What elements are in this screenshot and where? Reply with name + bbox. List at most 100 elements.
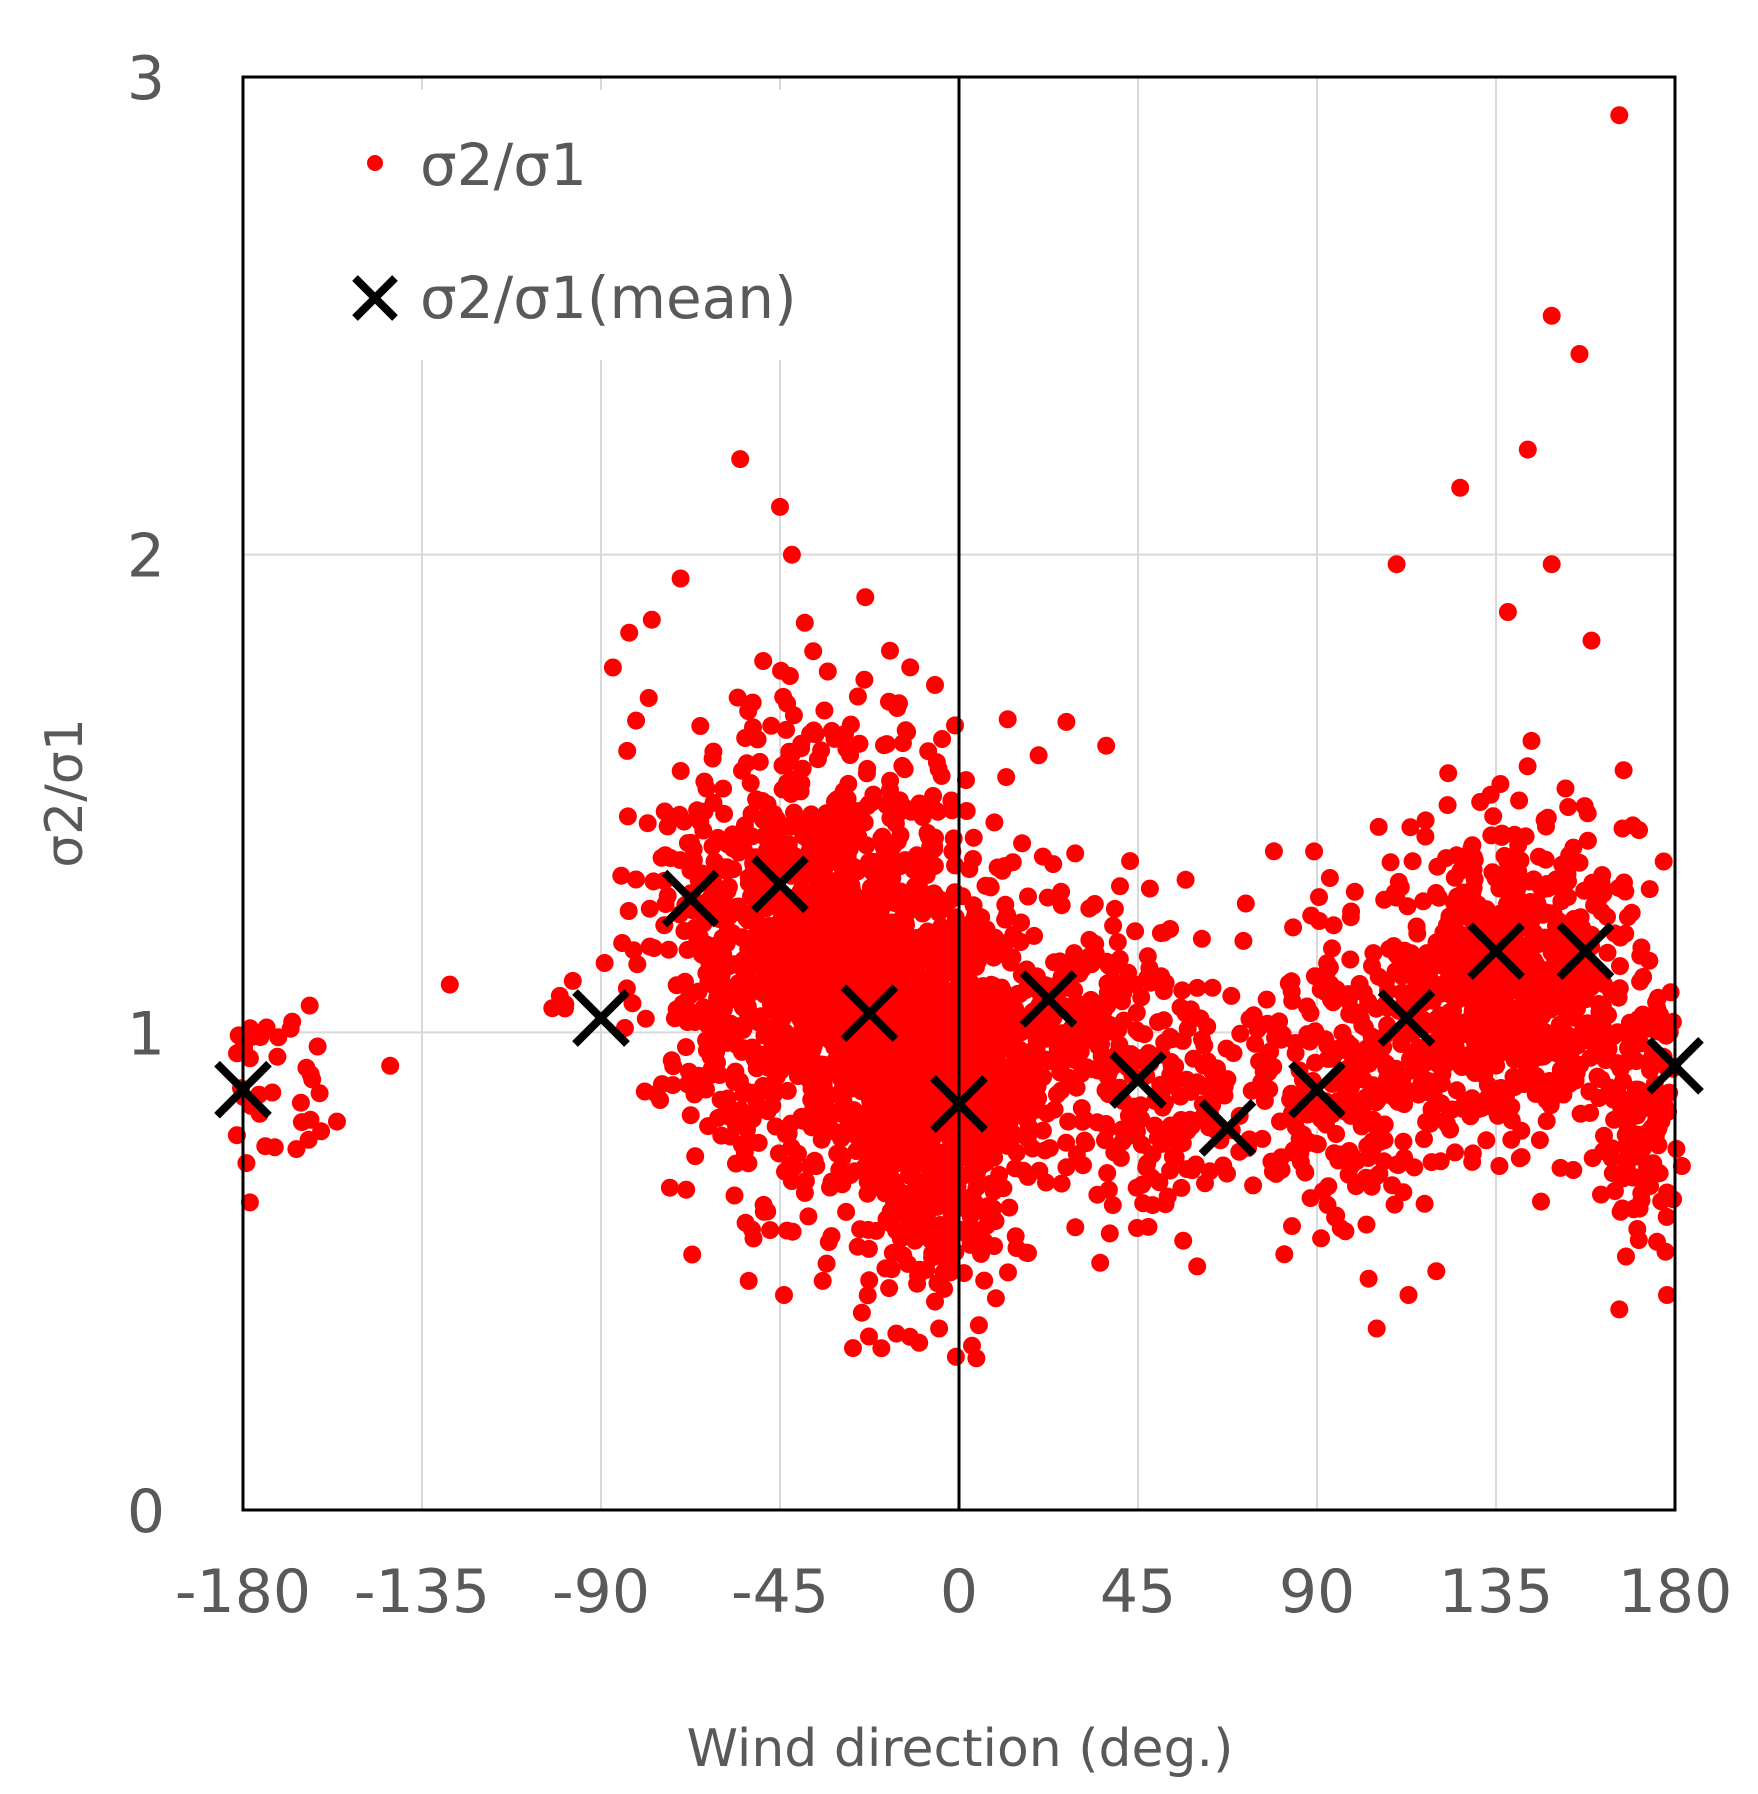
data-point bbox=[1105, 1143, 1124, 1162]
data-point bbox=[1207, 1073, 1226, 1092]
data-point bbox=[911, 1040, 930, 1059]
data-point bbox=[967, 1349, 986, 1368]
data-point bbox=[1410, 978, 1429, 997]
data-point bbox=[901, 658, 920, 677]
data-point bbox=[1004, 925, 1023, 944]
data-point bbox=[1091, 1253, 1110, 1272]
data-point bbox=[785, 931, 804, 950]
data-point bbox=[919, 742, 938, 761]
data-point bbox=[1394, 1132, 1413, 1151]
data-point bbox=[381, 1056, 400, 1075]
data-point bbox=[1640, 1014, 1659, 1033]
data-point bbox=[876, 1259, 895, 1278]
data-point bbox=[1628, 1220, 1647, 1238]
data-point bbox=[1320, 869, 1339, 887]
data-point bbox=[1608, 1054, 1627, 1073]
data-point bbox=[1231, 1024, 1250, 1043]
data-point bbox=[953, 1024, 972, 1043]
data-point bbox=[986, 1212, 1005, 1231]
data-point bbox=[930, 1319, 949, 1338]
data-point bbox=[1066, 1218, 1085, 1237]
data-point bbox=[618, 807, 637, 826]
data-point bbox=[872, 1339, 891, 1358]
data-point bbox=[1427, 1010, 1446, 1029]
data-point bbox=[998, 710, 1017, 729]
legend-dot-marker bbox=[367, 155, 383, 171]
data-point bbox=[719, 877, 738, 896]
data-point bbox=[975, 1199, 994, 1218]
data-point bbox=[887, 1131, 906, 1150]
data-point bbox=[743, 1220, 761, 1239]
data-point bbox=[1491, 775, 1510, 793]
data-point bbox=[694, 821, 713, 840]
data-point bbox=[1222, 986, 1241, 1005]
data-point bbox=[812, 1113, 831, 1132]
data-point bbox=[1110, 975, 1129, 994]
data-point bbox=[918, 922, 937, 941]
data-point bbox=[817, 959, 836, 978]
data-point bbox=[1066, 844, 1085, 863]
data-point bbox=[686, 1147, 705, 1166]
data-point bbox=[1108, 933, 1127, 952]
data-point bbox=[1516, 827, 1535, 846]
data-point bbox=[1104, 916, 1123, 935]
data-point bbox=[1363, 957, 1381, 975]
data-point bbox=[1627, 1024, 1646, 1043]
data-point bbox=[1099, 1180, 1118, 1199]
data-point bbox=[1619, 1147, 1638, 1166]
data-point bbox=[1602, 1139, 1621, 1158]
data-point bbox=[773, 756, 792, 775]
data-point bbox=[735, 1143, 754, 1162]
data-point bbox=[690, 927, 709, 946]
data-point bbox=[1450, 891, 1469, 909]
data-point bbox=[1443, 1100, 1462, 1119]
data-point bbox=[802, 1090, 821, 1109]
data-point bbox=[1067, 1078, 1086, 1097]
data-point bbox=[308, 1037, 327, 1056]
data-point bbox=[791, 782, 810, 801]
data-point bbox=[915, 1202, 934, 1221]
data-point bbox=[1086, 934, 1105, 953]
data-point bbox=[891, 826, 910, 845]
data-point bbox=[728, 1036, 747, 1055]
data-point bbox=[975, 1271, 994, 1290]
data-point bbox=[1582, 631, 1601, 650]
data-point bbox=[1114, 1011, 1133, 1030]
data-point bbox=[1389, 1156, 1408, 1174]
data-point bbox=[1029, 746, 1048, 765]
data-point bbox=[771, 497, 789, 516]
data-point bbox=[678, 1013, 697, 1031]
data-point bbox=[724, 839, 743, 858]
data-point bbox=[1414, 892, 1433, 911]
data-point bbox=[870, 1049, 889, 1068]
data-point bbox=[880, 1279, 899, 1298]
data-point bbox=[1451, 478, 1470, 497]
data-point bbox=[975, 924, 994, 943]
data-point bbox=[1134, 1194, 1153, 1213]
data-point bbox=[1604, 1090, 1623, 1109]
data-point bbox=[1536, 850, 1555, 869]
data-point bbox=[1075, 1002, 1094, 1021]
data-point bbox=[1515, 1030, 1534, 1049]
data-point bbox=[828, 1144, 847, 1163]
data-point bbox=[1218, 1164, 1236, 1183]
data-point bbox=[783, 1222, 802, 1241]
data-point bbox=[899, 929, 918, 948]
data-point bbox=[916, 938, 935, 957]
data-point bbox=[690, 1066, 708, 1085]
data-point bbox=[1141, 973, 1160, 992]
tick-labels-layer: -180 -135 -90 -45 0 45 90 135 180 0 1 2 3 bbox=[127, 44, 1732, 1627]
data-point bbox=[1073, 1112, 1092, 1131]
data-point bbox=[913, 904, 932, 923]
data-point bbox=[603, 658, 622, 677]
data-point bbox=[1098, 1164, 1117, 1183]
data-point bbox=[819, 1233, 838, 1252]
data-point bbox=[283, 1012, 302, 1031]
data-point bbox=[961, 1207, 980, 1226]
data-point bbox=[1469, 1100, 1488, 1118]
data-point bbox=[1618, 908, 1637, 926]
data-point bbox=[852, 903, 870, 922]
data-point bbox=[990, 1165, 1009, 1184]
data-point bbox=[778, 1081, 797, 1100]
